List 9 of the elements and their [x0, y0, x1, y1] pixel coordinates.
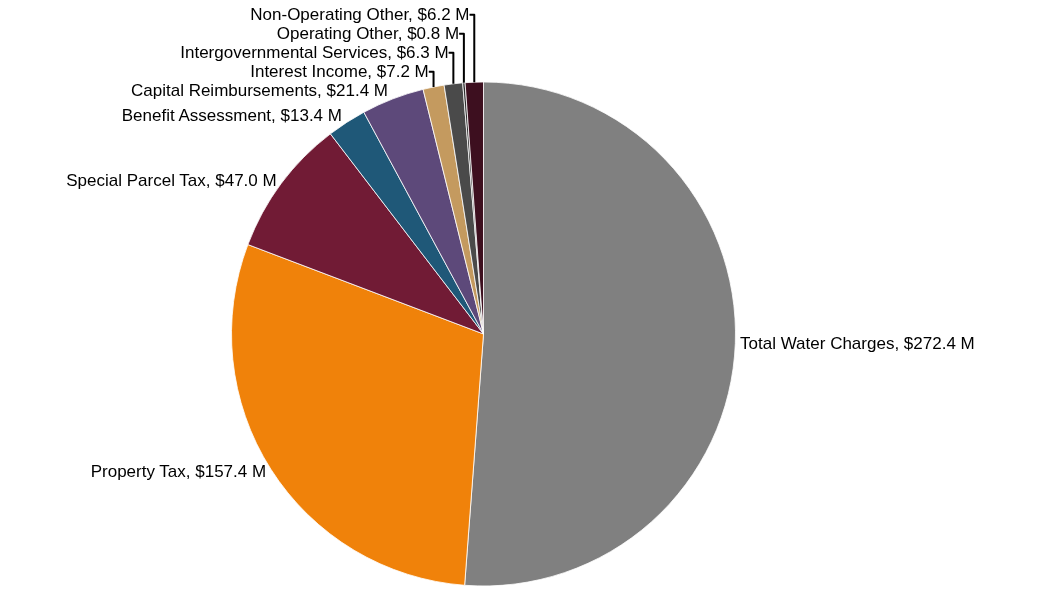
slice-label: Intergovernmental Services, $6.3 M — [180, 43, 449, 63]
slice-label: Property Tax, $157.4 M — [90, 462, 267, 482]
slice-label: Non-Operating Other, $6.2 M — [250, 5, 470, 25]
slice-label: Capital Reimbursements, $21.4 M — [130, 81, 388, 101]
slice-label: Benefit Assessment, $13.4 M — [121, 106, 342, 126]
slice-label: Operating Other, $0.8 M — [276, 24, 460, 44]
slice-label: Total Water Charges, $272.4 M — [740, 333, 975, 353]
slice-label: Special Parcel Tax, $47.0 M — [66, 170, 277, 190]
slice-label: Interest Income, $7.2 M — [250, 62, 429, 82]
